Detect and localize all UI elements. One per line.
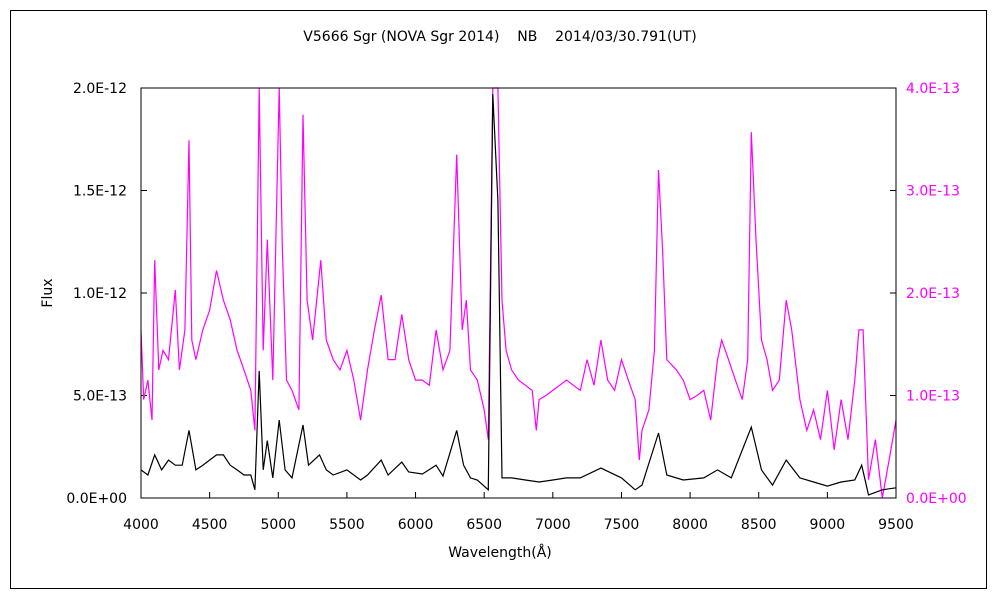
x-tick-label: 4000: [123, 517, 159, 533]
x-tick-label: 6000: [398, 517, 434, 533]
x-tick-label: 6500: [466, 517, 502, 533]
x-axis-label: Wavelength(Å): [448, 544, 552, 561]
y-tick-label-left: 2.0E-12: [73, 81, 127, 97]
x-tick-label: 9000: [810, 517, 846, 533]
x-tick-label: 7000: [535, 517, 571, 533]
y-tick-label-right: 0.0E+00: [906, 491, 967, 507]
y-tick-label-right: 3.0E-13: [906, 184, 960, 200]
y-axis-label: Flux: [40, 278, 56, 307]
x-tick-label: 4500: [192, 517, 228, 533]
y-tick-label-right: 1.0E-13: [906, 389, 960, 405]
chart-frame: [10, 10, 987, 589]
chart-title: V5666 Sgr (NOVA Sgr 2014) NB 2014/03/30.…: [303, 29, 696, 45]
x-tick-label: 5000: [260, 517, 296, 533]
x-tick-label: 9500: [878, 517, 914, 533]
series-line-right: [140, 87, 897, 499]
x-tick-label: 5500: [329, 517, 365, 533]
y-tick-label-left: 5.0E-13: [73, 389, 127, 405]
y-tick-label-right: 2.0E-13: [906, 286, 960, 302]
x-tick-label: 7500: [604, 517, 640, 533]
x-tick-label: 8000: [672, 517, 708, 533]
y-tick-label-right: 4.0E-13: [906, 81, 960, 97]
series-line-left: [140, 94, 897, 496]
plot-area: [140, 87, 897, 499]
y-tick-label-left: 1.0E-12: [73, 286, 127, 302]
x-tick-label: 8500: [741, 517, 777, 533]
y-tick-label-left: 0.0E+00: [66, 491, 127, 507]
y-tick-label-left: 1.5E-12: [73, 184, 127, 200]
